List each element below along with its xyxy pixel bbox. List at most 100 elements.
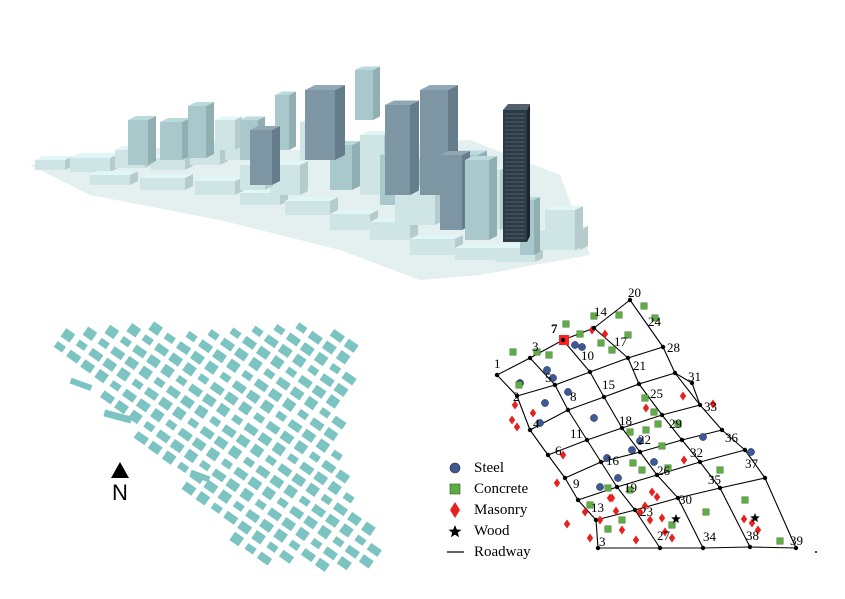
roadway-lines (496, 299, 797, 549)
wood-marker (671, 514, 681, 523)
low-building-10 (285, 197, 338, 215)
steel-circle-icon (446, 458, 468, 478)
masonry-marker (709, 399, 717, 409)
masonry-marker (641, 501, 649, 511)
intersection-node (591, 325, 597, 331)
masonry-marker (636, 507, 644, 517)
intersection-nodes (494, 297, 799, 551)
roadway-segment (595, 519, 599, 549)
node-label: 3 (532, 339, 539, 354)
roadway-segment (529, 409, 569, 431)
steel-marker (636, 437, 644, 445)
masonry-marker (661, 527, 669, 537)
concrete-marker (651, 314, 659, 322)
masonry-marker (658, 513, 666, 523)
node-label: 13 (591, 500, 604, 515)
roadway-segment (603, 383, 640, 398)
intersection-node (697, 459, 703, 465)
node-label: 22 (638, 432, 651, 447)
node-label: 24 (648, 314, 662, 329)
concrete-marker (650, 408, 658, 416)
masonry-marker (648, 487, 656, 497)
roadway-segment (719, 487, 751, 548)
roadway-segment (616, 486, 636, 511)
steel-marker (603, 454, 611, 462)
concrete-square-icon (446, 479, 468, 499)
roadway-segment (699, 449, 746, 463)
intersection-node (575, 497, 581, 503)
masonry-marker (596, 515, 604, 525)
masonry-marker (632, 535, 640, 545)
tall-building-2 (385, 100, 419, 195)
node-label: 16 (606, 453, 620, 468)
roadway-segment (764, 477, 797, 549)
roadway-segment (674, 372, 701, 406)
steel-marker (747, 448, 755, 456)
intersection-node (552, 382, 558, 388)
concrete-marker (604, 525, 612, 533)
node-label: 15 (602, 377, 615, 392)
node-label: 20 (628, 285, 641, 300)
roadway-segment (699, 461, 721, 489)
masonry-marker (513, 422, 521, 432)
roadway-segment (593, 299, 631, 329)
roadway-segment (629, 299, 664, 348)
node-label: 9 (573, 476, 580, 491)
intersection-node (742, 447, 748, 453)
concrete-marker (776, 537, 784, 545)
roadway-segment (621, 414, 663, 429)
concrete-marker (590, 312, 598, 320)
concrete-marker (702, 508, 710, 516)
roadway-segment (516, 384, 556, 397)
roadway-segment (496, 357, 531, 376)
intersection-node (627, 297, 633, 303)
intersection-node (545, 452, 551, 458)
legend-item-steel: Steel (446, 458, 504, 478)
steel-marker (564, 388, 572, 396)
roadway-segment (639, 451, 658, 476)
roadway-segment (699, 404, 723, 431)
masonry-marker (653, 492, 661, 502)
roadway-segment (567, 409, 588, 441)
intersection-node (625, 355, 631, 361)
roadway-segment (529, 429, 549, 456)
node-label: 6 (555, 443, 562, 458)
node-label: 19 (624, 480, 637, 495)
node-label: 2 (513, 389, 520, 404)
intersection-node (697, 402, 703, 408)
intersection-node (601, 394, 607, 400)
roadway-segment (586, 439, 602, 463)
node-label: 36 (725, 430, 739, 445)
roadway-segment (661, 414, 683, 441)
roadway-segment (656, 461, 701, 476)
roadway-segment (634, 509, 661, 549)
steel-marker (614, 474, 622, 482)
roadway-segment (691, 382, 701, 406)
low-building-8 (195, 177, 243, 195)
intersection-node (560, 337, 566, 343)
concrete-marker (533, 348, 541, 356)
intersection-node (587, 369, 593, 375)
masonry-marker (553, 478, 561, 488)
roadway-segment (496, 374, 518, 397)
concrete-marker (604, 484, 612, 492)
intersection-node (614, 484, 620, 490)
concrete-marker (658, 442, 666, 450)
roadway-segment (562, 339, 591, 373)
node-label: 11 (570, 426, 583, 441)
roadway-segment (586, 427, 623, 441)
concrete-marker (576, 330, 584, 338)
intersection-node (584, 437, 590, 443)
legend: Steel Concrete Masonry Wood Roadway (446, 458, 566, 568)
roadway-segment (638, 383, 663, 416)
roadway-segment (516, 395, 531, 431)
tall-building-4 (250, 126, 280, 185)
mid-building-13 (545, 206, 583, 250)
concrete-marker (626, 428, 634, 436)
roadway-segment (567, 396, 605, 411)
concrete-marker (654, 420, 662, 428)
concrete-marker (664, 464, 672, 472)
intersection-node (598, 459, 604, 465)
steel-marker (699, 433, 707, 441)
steel-marker (596, 483, 604, 491)
